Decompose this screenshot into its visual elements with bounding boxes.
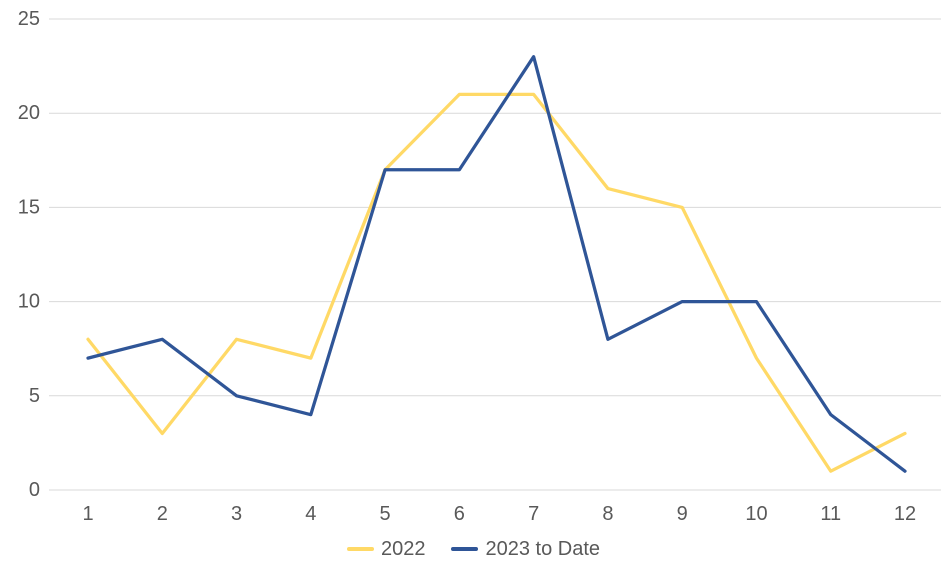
x-axis-tick-label-8: 8 <box>602 503 613 525</box>
y-axis-tick-label-25: 25 <box>18 8 40 30</box>
y-axis-tick-label-20: 20 <box>18 102 40 124</box>
legend-label-2023-to-date: 2023 to Date <box>485 538 601 560</box>
legend-swatch-2022 <box>346 547 374 551</box>
legend-item-2022[interactable]: 2022 <box>346 538 426 560</box>
y-axis-tick-label-15: 15 <box>18 196 40 218</box>
legend: 2022 2023 to Date <box>0 539 947 559</box>
x-axis-tick-label-4: 4 <box>305 503 316 525</box>
y-axis-tick-label-0: 0 <box>29 479 40 501</box>
legend-item-2023-to-date[interactable]: 2023 to Date <box>451 539 600 559</box>
legend-label-2022: 2022 <box>380 538 426 560</box>
x-axis-tick-label-5: 5 <box>380 503 391 525</box>
x-axis-tick-label-12: 12 <box>894 503 916 525</box>
y-axis-tick-label-5: 5 <box>29 385 40 407</box>
legend-swatch-2023-to-date <box>451 547 479 551</box>
x-axis-tick-label-6: 6 <box>454 503 465 525</box>
series-line-2022 <box>86 92 907 473</box>
x-axis-tick-label-9: 9 <box>677 503 688 525</box>
x-axis-tick-label-3: 3 <box>231 503 242 525</box>
x-axis-tick-label-10: 10 <box>745 503 767 525</box>
x-axis-tick-label-1: 1 <box>82 503 93 525</box>
series-line-2023-to-date <box>86 55 907 473</box>
x-axis-tick-label-2: 2 <box>157 503 168 525</box>
x-axis-tick-label-11: 11 <box>820 503 841 525</box>
y-axis-tick-label-10: 10 <box>18 291 40 313</box>
x-axis-tick-label-7: 7 <box>528 503 539 525</box>
